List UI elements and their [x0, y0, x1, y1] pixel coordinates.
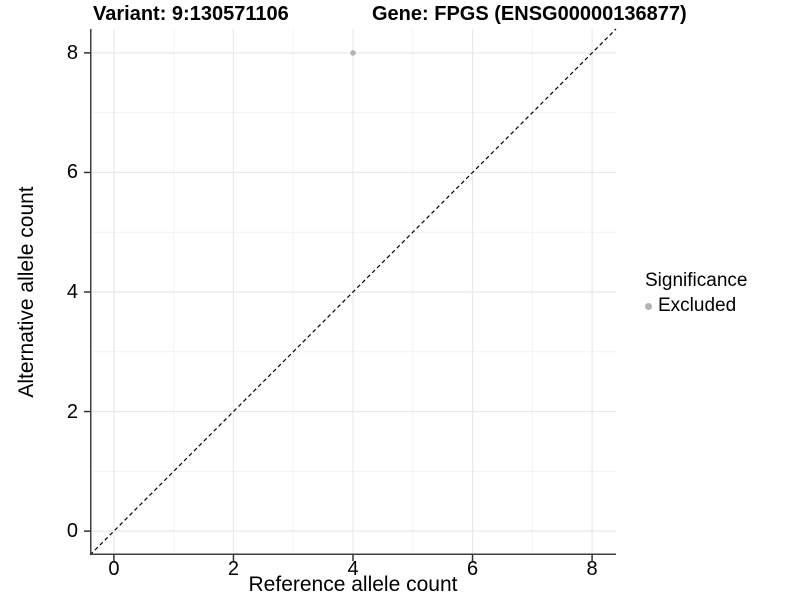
legend-item-label: Excluded [658, 295, 737, 316]
x-tick-label-6: 6 [466, 558, 479, 580]
x-tick-label-0: 0 [108, 558, 120, 580]
legend-item-excluded: Excluded [645, 295, 747, 317]
x-tick-label-4: 4 [347, 558, 359, 580]
x-tick-label-2: 2 [227, 558, 240, 580]
legend-point-icon [645, 302, 652, 310]
y-tick-label-6: 6 [66, 161, 78, 184]
data-point-excluded [350, 50, 356, 56]
x-tick-label-8: 8 [586, 558, 598, 580]
identity-reference-line [89, 28, 617, 556]
legend: Significance Excluded [645, 270, 747, 317]
plot-panel [84, 28, 617, 561]
plot-title-variant: Variant: 9:130571106 [93, 3, 289, 25]
x-axis-title: Reference allele count [248, 573, 458, 596]
plot-title-gene: Gene: FPGS (ENSG00000136877) [372, 3, 687, 25]
y-tick-label-8: 8 [66, 41, 78, 64]
legend-items: Excluded [645, 295, 747, 317]
y-tick-label-0: 0 [66, 520, 78, 543]
y-axis-title: Alternative allele count [15, 186, 38, 398]
y-tick-label-2: 2 [66, 400, 78, 423]
y-tick-label-4: 4 [66, 281, 78, 303]
legend-title: Significance [645, 270, 748, 291]
